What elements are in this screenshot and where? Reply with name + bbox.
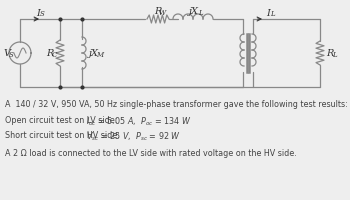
Text: A 2 Ω load is connected to the LV side with rated voltage on the HV side.: A 2 Ω load is connected to the LV side w… (5, 148, 297, 157)
Text: L: L (198, 9, 202, 17)
Text: C: C (51, 51, 57, 59)
Text: A  140 / 32 V, 950 VA, 50 Hz single-phase transformer gave the following test re: A 140 / 32 V, 950 VA, 50 Hz single-phase… (5, 100, 348, 108)
Text: R: R (326, 49, 334, 58)
Text: M: M (97, 51, 104, 59)
Text: $\mathit{I}_{oc}$ = 5.05 $\mathit{A}$,  $\mathit{P}_{oc}$ = 134 $\mathit{W}$: $\mathit{I}_{oc}$ = 5.05 $\mathit{A}$, $… (86, 115, 192, 128)
Text: L: L (270, 10, 274, 18)
Text: R: R (46, 49, 54, 58)
Text: L: L (332, 51, 336, 59)
Text: V: V (4, 49, 10, 58)
Text: jX: jX (189, 7, 199, 16)
Text: S: S (9, 51, 13, 59)
Text: W: W (158, 9, 166, 17)
Text: Short circuit test on HV side:: Short circuit test on HV side: (5, 130, 122, 139)
Text: I: I (266, 8, 270, 17)
Text: $\mathit{V}_{sc}$ = 25 $\mathit{V}$,  $\mathit{P}_{sc}$ = 92 $\mathit{W}$: $\mathit{V}_{sc}$ = 25 $\mathit{V}$, $\m… (86, 130, 181, 143)
Text: Open circuit test on LV side:: Open circuit test on LV side: (5, 115, 122, 124)
Text: I: I (36, 8, 40, 17)
Text: jX: jX (89, 49, 99, 58)
Text: R: R (154, 7, 162, 16)
Text: S: S (40, 10, 44, 18)
